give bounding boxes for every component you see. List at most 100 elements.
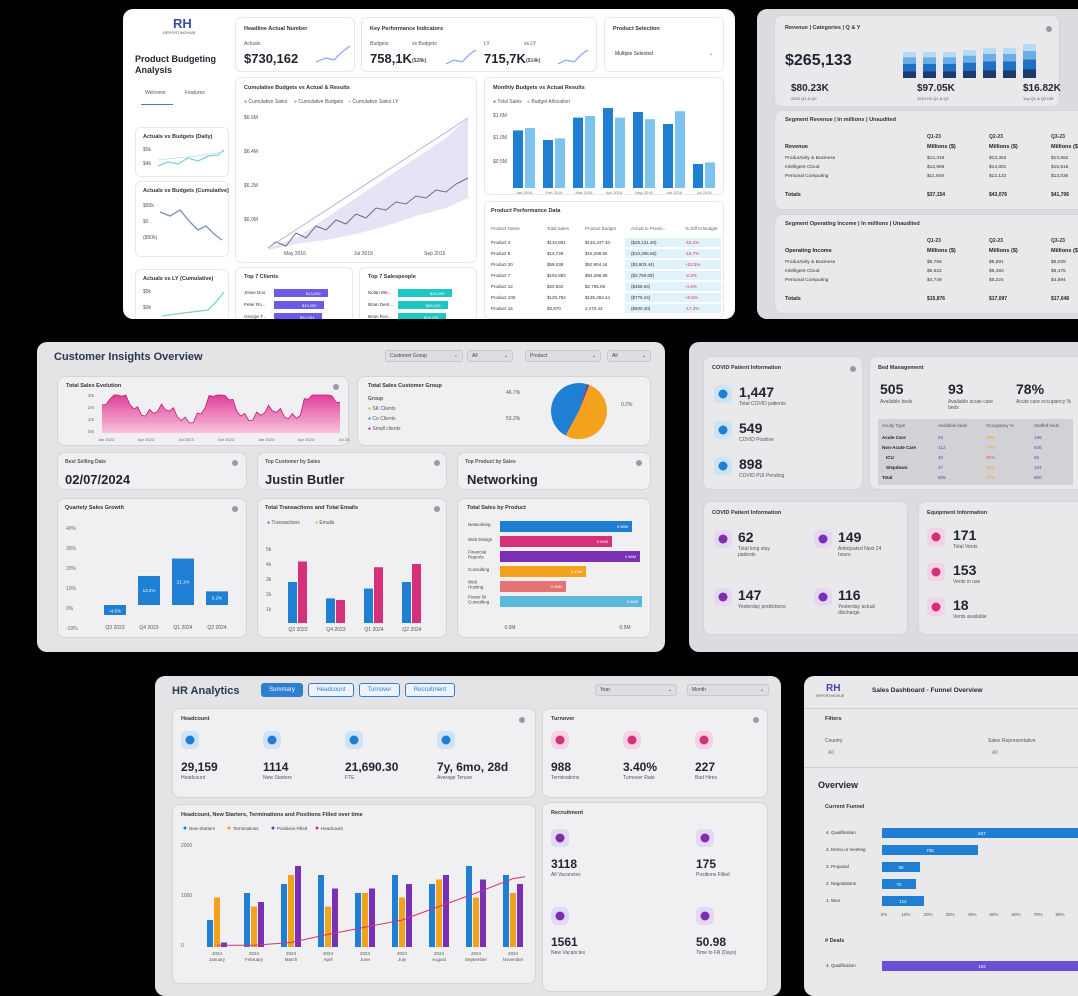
monthly-bars: Jan 2016 Feb 2016 Mar 2016 Apr 2016 May 2016… xyxy=(513,108,715,195)
info-icon[interactable] xyxy=(753,717,759,723)
virus-icon xyxy=(714,385,732,403)
stage-value: 70 xyxy=(896,882,902,887)
table-cell: -4.4% xyxy=(685,284,697,289)
column-header: Q2-23 xyxy=(989,134,1003,140)
info-icon[interactable] xyxy=(232,506,238,512)
product-bar xyxy=(500,521,632,532)
people-icon xyxy=(437,731,455,749)
table-cell: Product 7 xyxy=(491,273,511,278)
table-cell: $6,029 xyxy=(1051,260,1066,265)
recruit-icon xyxy=(551,907,569,925)
sales-customer-group: Total Sales Customer Group Group ● SK Cl… xyxy=(357,376,651,446)
chart-title: Total Sales Evolution xyxy=(66,383,122,389)
x-tick: 30% xyxy=(945,912,954,917)
product-value: 0.62M xyxy=(597,539,608,544)
column-header: Q1-23 xyxy=(927,134,941,140)
stage-bar xyxy=(882,862,920,872)
headline-title: Headline Actual Number xyxy=(244,26,308,32)
product-all-filter[interactable]: All ⌄ xyxy=(607,350,651,362)
table-cell: $13,552 xyxy=(1051,156,1069,161)
y-tick: $1.6M xyxy=(493,113,507,119)
customer-all-filter[interactable]: All ⌄ xyxy=(467,350,513,362)
bed-table-cell: 65 xyxy=(1034,455,1040,460)
total-sales-bar xyxy=(663,124,673,188)
customer-group-filter[interactable]: Customer Group ⌄ xyxy=(385,350,463,362)
tab-welcome[interactable]: Welcome xyxy=(145,90,166,96)
table-cell: $15,518 xyxy=(1051,165,1069,170)
evolution-area xyxy=(102,395,340,433)
emails-bar xyxy=(402,582,411,623)
monthly-chart: Monthly Budgets vs Actual Results ● Tota… xyxy=(484,77,724,195)
chart-title: Total Sales Customer Group xyxy=(368,383,442,389)
info-icon[interactable] xyxy=(1046,26,1052,32)
kpi-label: Average Tenure xyxy=(437,775,473,781)
tab-recruitment[interactable]: Recruitment xyxy=(405,683,455,697)
info-icon[interactable] xyxy=(232,460,238,466)
tab-features[interactable]: Features xyxy=(185,90,205,96)
stage-value: 90 xyxy=(898,865,904,870)
stage-value: 112 xyxy=(899,899,907,904)
y-tick: $0.5M xyxy=(493,159,507,165)
row-highlight xyxy=(625,293,721,302)
positions-filled-bar xyxy=(258,902,264,947)
country-label: Country xyxy=(825,738,843,744)
y-tick: 2m xyxy=(88,405,95,410)
list-item-name: Nolan We... xyxy=(368,290,392,295)
legend-label: Positions Filled xyxy=(277,826,308,831)
list-item-value: $10,200 xyxy=(302,303,317,308)
stacked-segment xyxy=(983,70,996,78)
people-icon xyxy=(181,731,199,749)
terminations-bar xyxy=(436,879,442,947)
tab-turnover[interactable]: Turnover xyxy=(359,683,400,697)
chart-title: Monthly Budgets vs Actual Results xyxy=(493,85,585,91)
legend-cum-ly: ● Cumulative Sales LY xyxy=(348,99,399,105)
growth-bars: 40% 30% 20% 10% 0% -10% -4.5% Q3 2023 13.2% Q4 20… xyxy=(66,526,228,632)
list-item-bar xyxy=(398,289,452,297)
info-icon[interactable] xyxy=(434,460,440,466)
bed-table-cell: 196 xyxy=(1034,435,1042,440)
chart-title: Headcount, New Starters, Terminations an… xyxy=(181,812,363,818)
product-filter[interactable]: Product ⌄ xyxy=(525,350,601,362)
legend-dot xyxy=(315,826,319,830)
legend-total-sales: ● Total Sales xyxy=(493,99,522,105)
info-icon[interactable] xyxy=(636,460,642,466)
sales-by-product: Total Sales by Product Networking 0.68M We… xyxy=(457,498,651,638)
daily-sparkline xyxy=(157,149,225,167)
info-icon[interactable] xyxy=(850,366,856,372)
table-cell: $135,463.44 xyxy=(585,295,611,300)
info-icon[interactable] xyxy=(434,506,440,512)
product-bar xyxy=(500,536,612,547)
x-tick: Feb 2016 xyxy=(546,190,564,195)
deals-value: 192 xyxy=(978,964,986,969)
country-select[interactable]: All xyxy=(828,750,834,756)
kpi-title: Key Performance Indicators xyxy=(370,26,444,32)
growth-label-bg xyxy=(173,576,193,586)
top-customer-value: Justin Butler xyxy=(265,472,345,487)
kpi-value: 988 xyxy=(551,760,572,774)
total-sales-bar xyxy=(633,112,643,188)
rep-select[interactable]: All xyxy=(992,750,998,756)
transactions-emails: Total Transactions and Total Emails ● Tr… xyxy=(257,498,447,638)
x-tick-month: March xyxy=(285,957,298,962)
tab-headcount[interactable]: Headcount xyxy=(308,683,354,697)
chart-title: Cumulative Budgets vs Actual & Results xyxy=(244,85,350,91)
table-cell: $5,224 xyxy=(989,278,1004,283)
product-label: Consulting xyxy=(468,567,490,572)
bed-kpi-value: 78% xyxy=(1016,381,1045,397)
info-icon[interactable] xyxy=(333,384,339,390)
side-chart-cumulative: Actuals vs Budgets (Cumulative) $50k $0 … xyxy=(135,181,229,257)
new-starters-bar xyxy=(281,884,287,947)
cumulative-lines xyxy=(267,117,469,250)
x-tick: Q4 2023 xyxy=(326,627,345,633)
kpi-label: Vents in use xyxy=(953,579,981,585)
info-icon[interactable] xyxy=(519,717,525,723)
legend-sk: ● SK Clients xyxy=(368,406,396,412)
chevron-down-icon[interactable]: ⌄ xyxy=(709,51,714,57)
product-selection-dropdown[interactable]: Multiple Selected xyxy=(615,51,654,57)
month-select[interactable]: Month ⌄ xyxy=(687,684,769,696)
tab-summary[interactable]: Summary xyxy=(261,683,303,697)
stage-value: 735 xyxy=(926,848,934,853)
x-tick: Q3 2023 xyxy=(288,627,307,633)
year-select[interactable]: Year ⌄ xyxy=(595,684,677,696)
x-tick: Jul 2016 xyxy=(696,190,712,195)
